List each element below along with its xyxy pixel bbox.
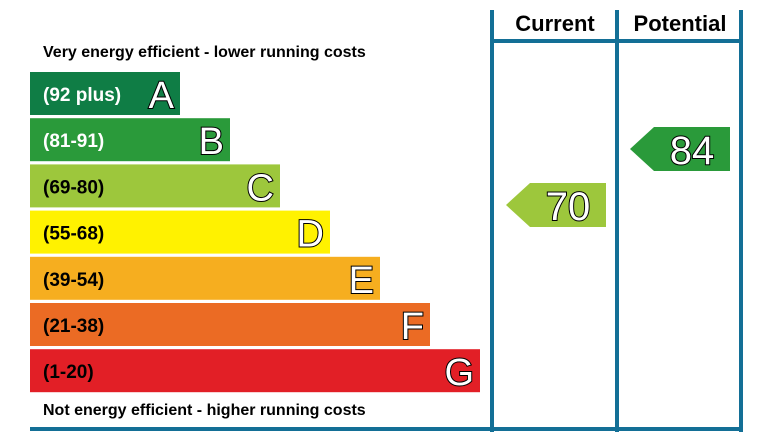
band-letter: E [349, 260, 374, 302]
band-bar [30, 72, 180, 115]
potential-rating-arrow-shape [630, 127, 730, 171]
band-range: (81-91) [43, 131, 104, 152]
current-header: Current [515, 11, 595, 36]
band-range: (21-38) [43, 316, 104, 337]
band-bar [30, 164, 280, 208]
band-range: (55-68) [43, 224, 104, 245]
band-range: (92 plus) [43, 85, 121, 106]
potential-rating-arrow: 84 [630, 127, 730, 174]
column-divider [739, 10, 743, 432]
band-bar [30, 303, 430, 346]
bottom-label: Not energy efficient - higher running co… [43, 402, 366, 419]
band-e: (39-54) E [30, 256, 380, 303]
band-bar [30, 349, 480, 393]
band-bar [30, 118, 230, 162]
band-letter: G [444, 352, 474, 394]
header-divider [490, 39, 743, 43]
band-f: (21-38) F [30, 303, 430, 349]
top-label: Very energy efficient - lower running co… [43, 44, 366, 61]
potential-rating-arrow-value: 84 [670, 129, 715, 173]
current-rating-arrow-value: 70 [546, 185, 591, 229]
band-b: (81-91) B [30, 118, 230, 164]
band-c: (69-80) C [30, 164, 280, 210]
band-bar [30, 256, 380, 300]
band-letter: B [199, 121, 224, 163]
band-letter: D [297, 214, 324, 256]
band-letter: A [149, 75, 175, 117]
column-divider [615, 10, 619, 432]
current-rating-arrow: 70 [506, 183, 606, 230]
potential-header: Potential [634, 11, 727, 36]
band-range: (39-54) [43, 270, 104, 291]
band-bar [30, 210, 330, 254]
band-d: (55-68) D [30, 210, 330, 257]
band-range: (1-20) [43, 362, 94, 383]
bottom-border [30, 427, 743, 431]
band-a: (92 plus) A [30, 72, 180, 118]
column-divider [490, 10, 494, 432]
band-range: (69-80) [43, 177, 104, 198]
band-g: (1-20) G [30, 349, 480, 395]
band-letter: C [247, 167, 274, 209]
current-rating-arrow-shape [506, 183, 606, 227]
band-letter: F [401, 306, 424, 348]
